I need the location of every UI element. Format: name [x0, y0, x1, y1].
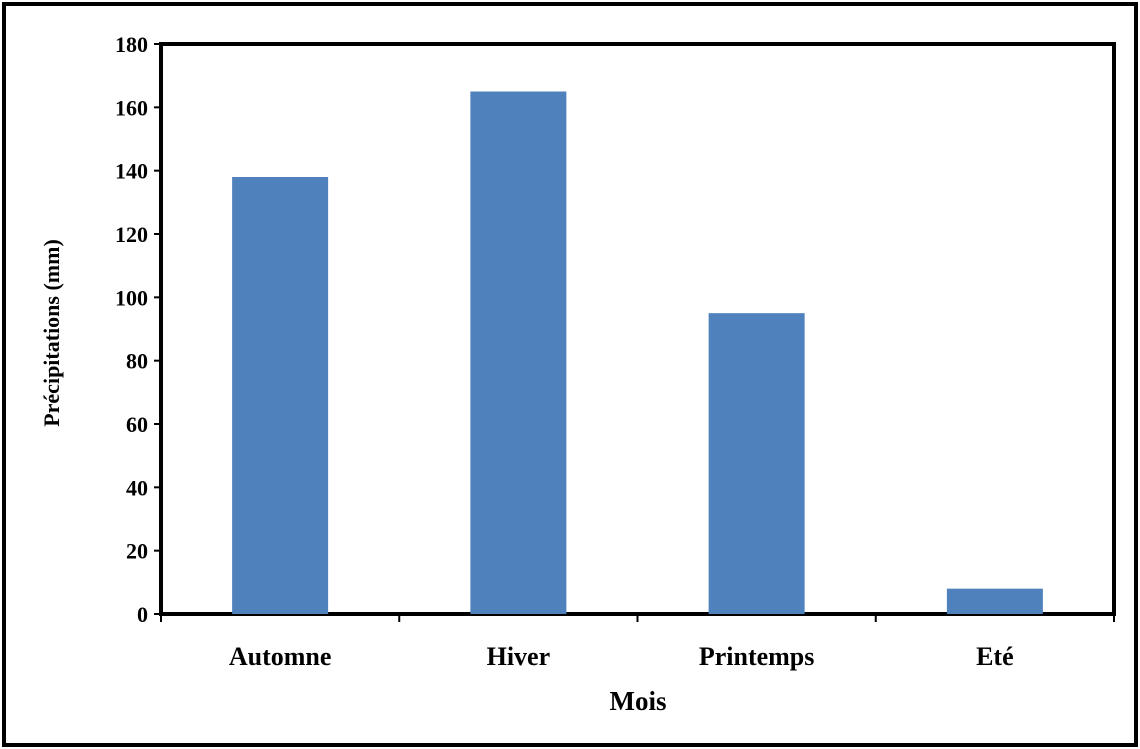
y-tick-label: 40	[126, 475, 148, 500]
y-tick-label: 160	[115, 95, 148, 120]
y-tick-label: 120	[115, 222, 148, 247]
x-tick-label: Hiver	[487, 642, 551, 671]
x-axis-ticks: Automne Hiver Printemps Eté	[160, 614, 1115, 671]
bar-hiver	[470, 91, 567, 614]
y-axis-title: Précipitations (mm)	[39, 239, 64, 427]
bar-eté	[946, 588, 1043, 614]
bars	[232, 91, 1043, 614]
x-axis-title: Mois	[610, 686, 667, 716]
x-tick-label: Eté	[976, 642, 1014, 671]
bar-printemps	[708, 313, 805, 614]
y-tick-label: 100	[115, 285, 148, 310]
y-tick-label: 180	[115, 32, 148, 57]
x-tick-label: Printemps	[699, 642, 815, 671]
y-tick-label: 80	[126, 349, 148, 374]
y-tick-label: 60	[126, 412, 148, 437]
y-axis-ticks: 0 20 40 60 80 100 120 140 160 180	[115, 32, 161, 627]
x-tick-label: Automne	[229, 642, 332, 671]
bar-automne	[232, 177, 329, 614]
y-tick-label: 20	[126, 539, 148, 564]
y-tick-label: 0	[137, 602, 148, 627]
y-tick-label: 140	[115, 159, 148, 184]
